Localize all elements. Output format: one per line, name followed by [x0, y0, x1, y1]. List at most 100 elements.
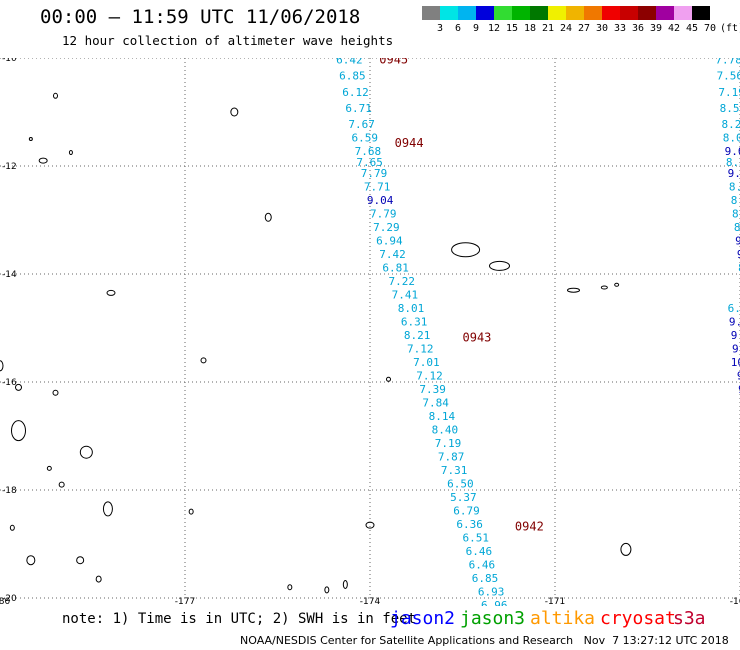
wave-height-value: 8.76	[734, 221, 740, 234]
scale-label: 24	[559, 23, 573, 34]
island-fiji-taveuni	[11, 420, 26, 442]
lon-label: -168	[730, 597, 740, 606]
wave-height-value: 8.64	[731, 194, 740, 207]
pass-time-label: 0945	[379, 58, 408, 66]
island-niuatoputapu	[200, 357, 207, 364]
island-swains	[614, 282, 620, 287]
island-tafahi	[386, 376, 391, 382]
pass-time-label: 0943	[463, 331, 492, 345]
lon-label: -177	[175, 597, 195, 606]
island-rotuma	[28, 137, 33, 141]
island-tutuila	[567, 287, 580, 293]
island-fiji-lau-3	[26, 555, 36, 566]
lat-label: -20	[2, 594, 17, 604]
scale-label: 45	[685, 23, 699, 34]
scale-swatch	[584, 6, 602, 20]
scale-swatch	[440, 6, 458, 20]
wave-height-value: 8.39	[726, 156, 740, 169]
wave-height-value: 8.71	[732, 207, 740, 220]
wave-height-value: 7.12	[416, 369, 443, 382]
wave-height-value: 7.68	[355, 145, 382, 158]
island-fiji-vanua	[0, 360, 4, 372]
scale-label: 27	[577, 23, 591, 34]
island-samoa-savaii	[451, 242, 481, 258]
wave-height-value: 7.71	[364, 180, 391, 193]
island-fiji-lau-4	[76, 556, 85, 565]
wave-height-value: 6.85	[472, 572, 499, 585]
wave-height-value: 6.61	[728, 302, 740, 315]
wave-height-value: 6.46	[466, 545, 493, 558]
island-fiji-lau-1	[79, 445, 93, 459]
scale-swatch	[602, 6, 620, 20]
wave-height-value: 8.22	[722, 118, 740, 131]
satellite-jason3: jason3	[460, 608, 526, 629]
satellite-s3a: s3a	[673, 608, 706, 629]
scale-swatch	[458, 6, 476, 20]
scale-swatch	[674, 6, 692, 20]
wave-height-value: 6.42	[336, 58, 363, 66]
island-haapai-2	[324, 586, 330, 594]
wave-height-value: 7.39	[419, 383, 446, 396]
wave-height-value: 6.81	[382, 261, 409, 274]
scale-label: 12	[487, 23, 501, 34]
island-niuafo-2	[188, 508, 194, 515]
wave-height-value: 7.79	[370, 207, 397, 220]
wave-height-value: 6.94	[376, 234, 403, 247]
wave-height-value: 9.06	[725, 145, 740, 158]
island-niue	[620, 542, 632, 556]
lat-label: -10	[2, 58, 17, 64]
scale-label: 6	[454, 23, 462, 34]
lat-label: -16	[2, 378, 17, 388]
scale-label: 18	[523, 23, 537, 34]
wave-height-value: 5.37	[450, 491, 477, 504]
wave-height-value: 9.24	[735, 234, 740, 247]
wave-height-value: 8.40	[432, 423, 459, 436]
scale-label: 36	[631, 23, 645, 34]
lon-label: -171	[545, 597, 565, 606]
scale-swatch	[620, 6, 638, 20]
lat-label: -14	[2, 270, 17, 280]
wave-height-value: 7.84	[422, 396, 449, 409]
wave-height-value: 7.19	[718, 86, 740, 99]
island-fiji-lau-9	[46, 465, 52, 471]
wave-height-value: 6.12	[342, 86, 369, 99]
scale-label: 70	[703, 23, 717, 34]
wave-height-value: 9.90	[737, 248, 740, 261]
island-fiji-lau-2	[102, 501, 113, 517]
page-subtitle: 12 hour collection of altimeter wave hei…	[62, 33, 394, 48]
scale-label: 33	[613, 23, 627, 34]
wave-height-value: 9.77	[729, 315, 740, 328]
footnote: note: 1) Time is in UTC; 2) SWH is in fe…	[62, 611, 417, 627]
pass-time-label: 0942	[515, 520, 544, 534]
scale-label: 42	[667, 23, 681, 34]
wave-height-value: 6.36	[456, 518, 483, 531]
wave-height-value: 8.66	[738, 261, 740, 274]
scale-swatch	[530, 6, 548, 20]
wave-height-value: 7.56	[717, 70, 740, 83]
scale-label: 21	[541, 23, 555, 34]
wave-height-value: 6.96	[481, 599, 508, 606]
wave-height-value: 6.51	[463, 531, 490, 544]
wave-height-value: 7.78	[715, 58, 740, 66]
island-niuafo	[264, 212, 272, 222]
island-fiji-lau-8	[15, 383, 22, 391]
lon-label: -174	[360, 597, 381, 606]
island-wallis	[230, 107, 239, 117]
wave-height-value: 7.67	[348, 118, 375, 131]
lon-label: -180	[0, 597, 10, 606]
wave-height-value: 6.31	[401, 315, 428, 328]
island-haapai-1	[342, 580, 348, 589]
wave-height-value: 7.31	[441, 464, 468, 477]
island-samoa-upolu	[489, 260, 510, 271]
wave-height-value: 7.29	[373, 221, 400, 234]
wave-height-value: 8.84	[729, 180, 740, 193]
island-alofi	[53, 92, 58, 99]
wave-height-value: 9.13	[732, 342, 740, 355]
island-fiji-lau-11	[9, 524, 15, 531]
altimeter-map: -10-12-14-16-18-20-180-177-174-171-168-1…	[0, 58, 740, 606]
wave-height-value: 7.22	[389, 275, 416, 288]
scale-swatch	[638, 6, 656, 20]
scale-label: 15	[505, 23, 519, 34]
wave-height-value: 8.14	[429, 410, 456, 423]
wave-height-value: 7.87	[438, 450, 465, 463]
